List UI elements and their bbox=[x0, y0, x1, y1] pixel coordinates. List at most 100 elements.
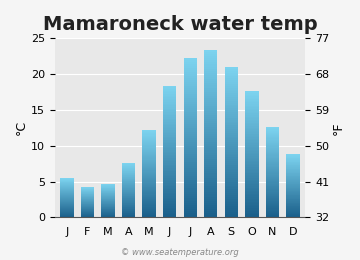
Bar bbox=[163, 157, 176, 158]
Bar bbox=[286, 216, 300, 217]
Bar bbox=[122, 208, 135, 209]
Bar bbox=[266, 140, 279, 141]
Bar bbox=[163, 175, 176, 176]
Bar bbox=[143, 183, 156, 184]
Bar bbox=[122, 188, 135, 189]
Bar bbox=[163, 102, 176, 104]
Bar bbox=[286, 166, 300, 167]
Bar bbox=[204, 64, 217, 67]
Bar bbox=[266, 162, 279, 163]
Bar bbox=[245, 213, 258, 214]
Bar bbox=[163, 143, 176, 145]
Bar bbox=[81, 204, 94, 205]
Bar bbox=[163, 204, 176, 206]
Bar bbox=[225, 108, 238, 110]
Bar bbox=[81, 194, 94, 195]
Bar bbox=[225, 208, 238, 210]
Bar bbox=[143, 186, 156, 187]
Bar bbox=[245, 104, 258, 106]
Bar bbox=[225, 95, 238, 97]
Bar bbox=[122, 178, 135, 179]
Bar bbox=[122, 193, 135, 194]
Bar bbox=[225, 112, 238, 114]
Bar bbox=[60, 200, 74, 201]
Bar bbox=[245, 140, 258, 142]
Bar bbox=[184, 146, 197, 148]
Bar bbox=[204, 138, 217, 140]
Bar bbox=[245, 170, 258, 172]
Bar bbox=[225, 155, 238, 157]
Bar bbox=[266, 134, 279, 135]
Bar bbox=[122, 182, 135, 183]
Bar bbox=[102, 204, 115, 205]
Bar bbox=[266, 189, 279, 190]
Bar bbox=[266, 161, 279, 162]
Bar bbox=[102, 200, 115, 201]
Bar bbox=[225, 212, 238, 214]
Bar bbox=[143, 162, 156, 163]
Bar bbox=[102, 216, 115, 217]
Bar bbox=[143, 196, 156, 197]
Bar bbox=[184, 72, 197, 74]
Bar bbox=[143, 184, 156, 185]
Bar bbox=[225, 82, 238, 84]
Bar bbox=[60, 202, 74, 203]
Bar bbox=[184, 129, 197, 132]
Bar bbox=[143, 136, 156, 138]
Bar bbox=[143, 191, 156, 192]
Bar bbox=[225, 125, 238, 127]
Bar bbox=[122, 190, 135, 191]
Bar bbox=[184, 190, 197, 192]
Bar bbox=[245, 205, 258, 206]
Bar bbox=[163, 145, 176, 147]
Bar bbox=[204, 184, 217, 186]
Bar bbox=[204, 146, 217, 148]
Bar bbox=[81, 206, 94, 207]
Bar bbox=[102, 184, 115, 185]
Bar bbox=[225, 193, 238, 195]
Bar bbox=[163, 178, 176, 180]
Bar bbox=[81, 197, 94, 198]
Bar bbox=[266, 149, 279, 150]
Bar bbox=[204, 117, 217, 119]
Bar bbox=[143, 152, 156, 153]
Bar bbox=[163, 109, 176, 110]
Bar bbox=[102, 185, 115, 186]
Bar bbox=[245, 118, 258, 120]
Bar bbox=[266, 204, 279, 205]
Bar bbox=[81, 191, 94, 192]
Bar bbox=[225, 105, 238, 107]
Bar bbox=[143, 165, 156, 166]
Bar bbox=[225, 114, 238, 116]
Bar bbox=[143, 179, 156, 180]
Bar bbox=[245, 96, 258, 98]
Bar bbox=[204, 90, 217, 92]
Bar bbox=[204, 150, 217, 153]
Bar bbox=[266, 209, 279, 210]
Bar bbox=[184, 140, 197, 142]
Bar bbox=[266, 183, 279, 184]
Bar bbox=[286, 154, 300, 155]
Bar bbox=[163, 150, 176, 152]
Bar bbox=[143, 185, 156, 186]
Bar bbox=[60, 182, 74, 183]
Bar bbox=[204, 69, 217, 71]
Bar bbox=[143, 156, 156, 157]
Bar bbox=[122, 165, 135, 166]
Bar bbox=[143, 140, 156, 141]
Bar bbox=[163, 147, 176, 148]
Bar bbox=[225, 159, 238, 161]
Bar bbox=[266, 185, 279, 186]
Bar bbox=[184, 158, 197, 160]
Bar bbox=[286, 171, 300, 172]
Bar bbox=[122, 205, 135, 206]
Bar bbox=[266, 186, 279, 187]
Bar bbox=[60, 185, 74, 186]
Bar bbox=[225, 200, 238, 203]
Bar bbox=[122, 216, 135, 217]
Bar bbox=[225, 140, 238, 142]
Bar bbox=[286, 203, 300, 204]
Bar bbox=[143, 133, 156, 134]
Bar bbox=[81, 209, 94, 210]
Bar bbox=[286, 157, 300, 158]
